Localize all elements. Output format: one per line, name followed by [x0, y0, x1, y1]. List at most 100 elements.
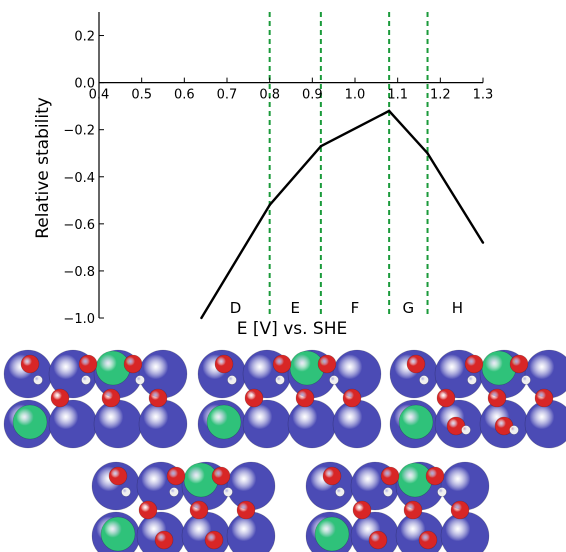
- oxygen-atom: [189, 500, 209, 520]
- y-tick-label-5: −0.8: [63, 265, 95, 280]
- region-label-D: D: [230, 299, 242, 317]
- structure-1: [197, 349, 382, 449]
- stability-chart: 0.4 0.5 0.6 0.7 0.8 0.9 1.0 1.1 1.2 1.3 0.2 0.0 −0.…: [33, 12, 493, 339]
- hydrogen-atom: [275, 375, 285, 385]
- oxygen-atom: [204, 530, 224, 550]
- x-tick-label-8: 1.2: [430, 88, 451, 103]
- region-labels: D E F G H: [230, 299, 463, 317]
- dopant-atom: [206, 404, 242, 440]
- hydrogen-atom: [509, 425, 519, 435]
- blue-atom: [524, 399, 566, 449]
- x-tick-label-4: 0.8: [259, 88, 280, 103]
- series-point-0-2: [319, 144, 323, 148]
- x-tick-label-5: 0.9: [302, 88, 323, 103]
- blue-atom: [287, 399, 337, 449]
- oxygen-atom: [406, 354, 426, 374]
- y-tick-label-4: −0.6: [63, 218, 95, 233]
- blue-atom: [395, 511, 445, 552]
- series-point-0-0: [200, 316, 203, 320]
- oxygen-atom: [509, 354, 529, 374]
- blue-atom: [181, 511, 231, 552]
- oxygen-atom: [352, 500, 372, 520]
- dopant-atom: [398, 404, 434, 440]
- blue-atom: [138, 399, 188, 449]
- x-tick-label-1: 0.5: [131, 88, 152, 103]
- x-axis-label: E [V] vs. SHE: [237, 319, 347, 339]
- hydrogen-atom: [227, 375, 237, 385]
- region-label-H: H: [452, 299, 463, 317]
- oxygen-atom: [123, 354, 143, 374]
- oxygen-atom: [148, 388, 168, 408]
- y-axis-label: Relative stability: [33, 97, 53, 239]
- oxygen-atom: [450, 500, 470, 520]
- blue-atom: [440, 511, 490, 552]
- y-tick-label-6: −1.0: [63, 312, 95, 327]
- hydrogen-atom: [419, 375, 429, 385]
- oxygen-atom: [154, 530, 174, 550]
- hydrogen-atom: [81, 375, 91, 385]
- hydrogen-atom: [121, 487, 131, 497]
- region-label-G: G: [403, 299, 415, 317]
- hydrogen-atom: [169, 487, 179, 497]
- oxygen-atom: [244, 388, 264, 408]
- oxygen-atom: [138, 500, 158, 520]
- structure-3: [91, 461, 276, 552]
- oxygen-atom: [534, 388, 554, 408]
- dopant-atom: [12, 404, 48, 440]
- series-line-0: [200, 109, 485, 319]
- oxygen-atom: [78, 354, 98, 374]
- y-tick-label-3: −0.4: [63, 171, 95, 186]
- oxygen-atom: [236, 500, 256, 520]
- oxygen-atom: [425, 466, 445, 486]
- oxygen-atom: [418, 530, 438, 550]
- series-point-0-5: [481, 241, 485, 244]
- x-tick-label-6: 1.0: [345, 88, 366, 103]
- x-axis-ticks: 0.4 0.5 0.6 0.7 0.8 0.9 1.0 1.1 1.2 1.3: [89, 77, 494, 103]
- y-axis-ticks: 0.2 0.0 −0.2 −0.4 −0.6 −0.8 −1.0: [63, 30, 104, 327]
- structure-2: [389, 349, 566, 449]
- y-tick-label-1: 0.0: [74, 77, 95, 92]
- series-lines: [200, 109, 485, 320]
- oxygen-atom: [272, 354, 292, 374]
- x-tick-label-7: 1.1: [387, 88, 408, 103]
- hydrogen-atom: [467, 375, 477, 385]
- oxygen-atom: [108, 466, 128, 486]
- series-point-0-4: [426, 152, 429, 155]
- hydrogen-atom: [383, 487, 393, 497]
- oxygen-atom: [380, 466, 400, 486]
- blue-atom: [48, 399, 98, 449]
- oxygen-atom: [101, 388, 121, 408]
- blue-atom: [332, 399, 382, 449]
- hydrogen-atom: [135, 375, 145, 385]
- oxygen-atom: [317, 354, 337, 374]
- region-boundaries: [268, 12, 429, 318]
- blue-atom: [242, 399, 292, 449]
- structure-4: [305, 461, 490, 552]
- x-tick-label-0: 0.4: [89, 88, 110, 103]
- oxygen-atom: [20, 354, 40, 374]
- axes: [98, 12, 483, 318]
- series-point-0-1: [268, 203, 271, 207]
- oxygen-atom: [342, 388, 362, 408]
- oxygen-atom: [214, 354, 234, 374]
- y-tick-label-0: 0.2: [74, 30, 95, 45]
- hydrogen-atom: [335, 487, 345, 497]
- x-tick-label-2: 0.6: [174, 88, 195, 103]
- dopant-atom: [314, 516, 350, 552]
- hydrogen-atom: [437, 487, 447, 497]
- oxygen-atom: [464, 354, 484, 374]
- oxygen-atom: [166, 466, 186, 486]
- x-tick-label-9: 1.3: [473, 88, 494, 103]
- oxygen-atom: [322, 466, 342, 486]
- oxygen-atom: [487, 388, 507, 408]
- oxygen-atom: [403, 500, 423, 520]
- oxygen-atom: [50, 388, 70, 408]
- oxygen-atom: [436, 388, 456, 408]
- oxygen-atom: [295, 388, 315, 408]
- hydrogen-atom: [33, 375, 43, 385]
- y-tick-label-2: −0.2: [63, 124, 95, 139]
- blue-atom: [226, 511, 276, 552]
- hydrogen-atom: [521, 375, 531, 385]
- region-label-E: E: [291, 299, 300, 317]
- blue-atom: [93, 399, 143, 449]
